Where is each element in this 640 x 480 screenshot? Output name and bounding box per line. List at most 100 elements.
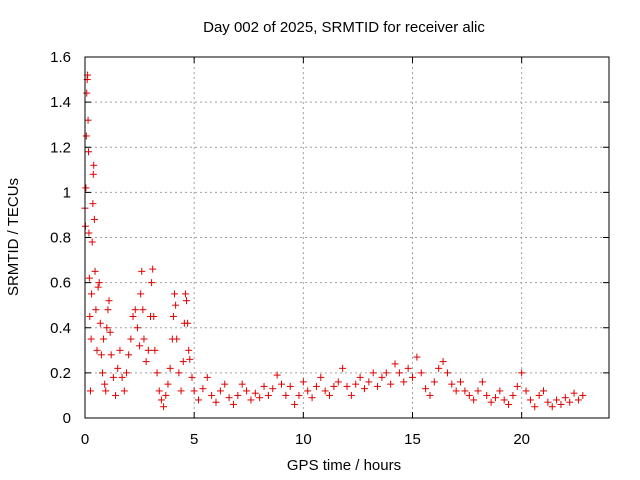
data-point	[82, 132, 90, 140]
data-point	[94, 283, 102, 291]
data-series	[81, 71, 587, 411]
data-point	[87, 335, 95, 343]
data-point	[86, 387, 94, 395]
data-point	[264, 391, 272, 399]
data-point	[548, 403, 556, 411]
data-point	[114, 364, 122, 372]
data-point	[369, 369, 377, 377]
data-point	[120, 387, 128, 395]
data-point	[540, 387, 547, 395]
data-point	[118, 373, 126, 381]
data-point	[487, 398, 495, 406]
y-tick-label: 1.2	[50, 139, 71, 156]
data-point	[142, 358, 150, 366]
data-point	[175, 369, 183, 377]
data-point	[544, 398, 552, 406]
data-point	[295, 391, 303, 399]
data-point	[138, 267, 146, 275]
data-point	[256, 394, 264, 402]
data-point	[474, 387, 482, 395]
data-point	[103, 324, 111, 332]
data-point	[435, 364, 443, 372]
data-point	[179, 358, 187, 366]
data-point	[391, 360, 399, 368]
data-point	[177, 387, 185, 395]
data-point	[90, 215, 98, 223]
data-point	[570, 389, 578, 397]
data-point	[417, 369, 425, 377]
data-point	[183, 297, 191, 305]
data-point	[347, 391, 355, 399]
data-point	[234, 391, 242, 399]
y-tick-label: 1	[63, 184, 71, 201]
data-point	[101, 380, 109, 388]
data-point	[162, 391, 170, 399]
data-point	[457, 378, 465, 386]
chart-title: Day 002 of 2025, SRMTID for receiver ali…	[203, 19, 485, 36]
data-point	[84, 148, 92, 156]
data-point	[212, 398, 220, 406]
data-point	[513, 382, 521, 390]
x-tick-label: 0	[81, 431, 89, 448]
data-point	[88, 290, 96, 298]
x-tick-label: 20	[513, 431, 530, 448]
data-point	[140, 335, 148, 343]
data-point	[535, 391, 543, 399]
data-point	[312, 382, 320, 390]
data-point	[260, 382, 268, 390]
data-point	[291, 400, 299, 408]
data-point	[326, 391, 334, 399]
x-tick-label: 10	[295, 431, 312, 448]
data-point	[251, 389, 259, 397]
data-point	[125, 351, 133, 359]
data-point	[172, 301, 180, 309]
data-point	[422, 385, 430, 393]
data-point	[452, 387, 460, 395]
data-point	[149, 265, 157, 273]
data-point	[91, 267, 99, 275]
data-point	[426, 391, 434, 399]
data-point	[112, 391, 120, 399]
data-point	[491, 394, 499, 402]
data-point	[93, 346, 101, 354]
data-point	[238, 380, 246, 388]
data-point	[173, 335, 181, 343]
data-point	[317, 373, 325, 381]
data-point	[144, 346, 152, 354]
grid	[85, 57, 609, 418]
x-tick-label: 15	[404, 431, 421, 448]
data-point	[150, 312, 158, 320]
data-point	[160, 403, 168, 411]
data-point	[374, 382, 382, 390]
data-point	[505, 400, 513, 408]
data-point	[470, 396, 478, 404]
y-tick-label: 0.4	[50, 320, 71, 337]
data-point	[127, 335, 135, 343]
data-point	[137, 290, 145, 298]
data-point	[356, 373, 364, 381]
data-point	[190, 387, 198, 395]
data-point	[574, 396, 582, 404]
data-point	[164, 380, 172, 388]
data-point	[171, 290, 179, 298]
data-point	[430, 378, 438, 386]
data-point	[518, 369, 526, 377]
axis-ticks: 0 5 10 15 20 0 0.2 0.4 0.6 0.8 1 1.2 1.4 1.6	[50, 49, 609, 448]
plot-frame	[84, 56, 610, 419]
data-point	[100, 335, 108, 343]
data-point	[483, 391, 491, 399]
data-point	[579, 391, 587, 399]
data-point	[203, 373, 211, 381]
data-point	[96, 319, 104, 327]
y-axis-label: SRMTID / TECUs	[5, 178, 22, 296]
y-tick-label: 0	[63, 410, 71, 427]
data-point	[496, 387, 504, 395]
data-point	[439, 358, 447, 366]
data-point	[247, 396, 255, 404]
data-point	[122, 369, 130, 377]
data-point	[88, 238, 96, 246]
data-point	[83, 89, 91, 97]
data-point	[216, 387, 224, 395]
data-point	[195, 396, 203, 404]
